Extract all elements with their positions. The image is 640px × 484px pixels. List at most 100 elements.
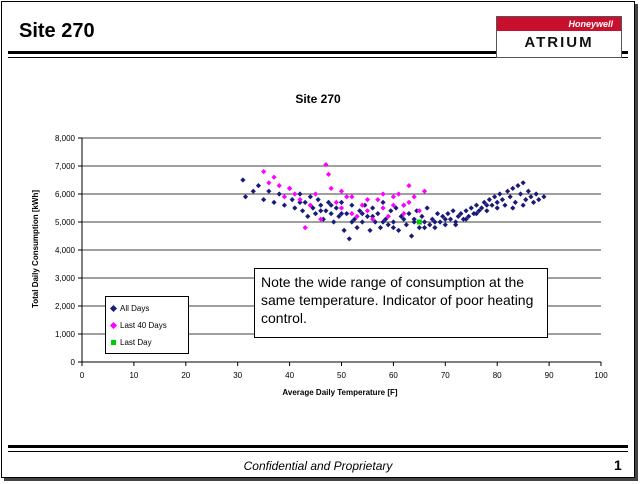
page-number: 1 <box>614 457 622 473</box>
all-days-point <box>541 194 547 200</box>
all-days-point <box>390 219 396 225</box>
all-days-point <box>453 222 459 228</box>
last-40-days-point <box>390 194 396 200</box>
y-tick-label: 2,000 <box>55 302 76 311</box>
all-days-point <box>447 216 454 222</box>
chart-legend: All Days Last 40 Days Last Day <box>105 296 189 354</box>
last-40-days-point <box>406 199 412 205</box>
all-days-point <box>442 216 448 222</box>
x-tick-label: 20 <box>181 371 190 380</box>
all-days-point <box>315 197 321 203</box>
all-days-point <box>536 197 542 203</box>
all-days-point <box>357 208 363 214</box>
all-days-point <box>486 197 493 203</box>
x-tick-label: 80 <box>493 371 502 380</box>
all-days-point <box>408 233 415 239</box>
all-days-point <box>370 213 376 219</box>
legend-item-all-days: All Days <box>109 300 183 317</box>
all-days-point <box>401 216 407 222</box>
all-days-point <box>440 213 446 219</box>
x-tick-label: 10 <box>129 371 138 380</box>
all-days-point <box>528 194 534 200</box>
all-days-point <box>484 202 490 208</box>
logo-product: ATRIUM <box>524 34 594 51</box>
all-days-point <box>406 211 412 217</box>
all-days-point <box>473 202 480 208</box>
all-days-point <box>473 211 480 217</box>
all-days-point <box>497 191 503 197</box>
all-days-point <box>476 208 482 214</box>
last-40-days-point <box>370 216 376 222</box>
y-tick-labels: 0 1,000 2,000 3,000 4,000 5,000 6,000 7,000 8,00… <box>55 134 76 367</box>
all-days-point <box>266 188 272 194</box>
all-days-point <box>450 208 456 214</box>
all-days-point <box>325 199 332 205</box>
y-tick-label: 7,000 <box>55 162 76 171</box>
all-days-point <box>346 236 352 242</box>
footer-rule <box>8 445 628 448</box>
scatter-chart: Site 270 0 10 20 30 40 50 60 70 80 90 100 0 1,000 2,… <box>31 92 608 397</box>
all-days-point <box>489 202 495 208</box>
all-days-point <box>367 227 373 233</box>
last-40-days-point <box>349 194 355 200</box>
y-tick-label: 6,000 <box>55 190 76 199</box>
all-days-point <box>512 199 518 205</box>
all-days-point <box>359 211 365 217</box>
all-days-point <box>520 180 526 186</box>
all-days-point <box>338 211 345 217</box>
legend-item-last-40-days: Last 40 Days <box>109 317 183 334</box>
all-days-point <box>328 211 334 217</box>
y-tick-label: 4,000 <box>55 246 76 255</box>
last-40-days-point <box>364 197 371 203</box>
note-callout: Note the wide range of consumption at th… <box>254 268 548 338</box>
all-days-point <box>445 211 451 217</box>
all-days-point <box>411 219 417 225</box>
all-days-point <box>318 202 324 208</box>
all-days-point <box>312 211 319 217</box>
all-days-point <box>261 197 267 203</box>
all-days-point <box>255 183 262 189</box>
all-days-point <box>349 202 355 208</box>
all-days-point <box>455 213 461 219</box>
last-40-days-point <box>338 205 345 211</box>
x-tick-label: 50 <box>337 371 346 380</box>
all-days-point <box>416 225 422 231</box>
last-40-days-point <box>323 162 329 168</box>
all-days-point <box>434 211 441 217</box>
honeywell-atrium-logo: Honeywell ATRIUM <box>496 16 622 58</box>
all-days-point <box>370 205 376 211</box>
all-days-point <box>510 185 516 191</box>
header-rule-thin <box>8 57 628 58</box>
all-days-point <box>421 219 428 225</box>
all-days-point <box>310 205 316 211</box>
last-40-days-point <box>297 197 303 203</box>
all-days-point <box>299 208 306 214</box>
all-days-point <box>242 194 249 200</box>
last-40-days-point <box>318 216 324 222</box>
all-days-point <box>351 216 358 222</box>
all-days-point <box>323 208 329 214</box>
last-40-days-point <box>411 194 417 200</box>
all-days-point <box>307 194 313 200</box>
all-days-point <box>481 199 487 205</box>
all-days-point <box>276 191 282 197</box>
all-days-point <box>403 222 409 228</box>
axes <box>78 137 602 366</box>
all-days-point <box>421 225 428 231</box>
all-days-point <box>289 197 295 203</box>
y-tick-label: 0 <box>71 358 76 367</box>
footer-rule-thin <box>8 451 628 452</box>
all-days-point <box>271 199 277 205</box>
x-tick-label: 40 <box>285 371 294 380</box>
all-days-point <box>520 202 526 208</box>
all-days-point <box>292 205 298 211</box>
last-40-days-point <box>276 183 282 189</box>
all-days-point <box>437 219 443 225</box>
x-tick-label: 60 <box>389 371 398 380</box>
all-days-point <box>424 205 430 211</box>
last-40-days-point <box>307 202 313 208</box>
all-days-point <box>364 213 371 219</box>
diamond-marker-icon <box>109 321 118 330</box>
slide-title: Site 270 <box>19 20 95 42</box>
last-40-days-point <box>375 197 381 203</box>
